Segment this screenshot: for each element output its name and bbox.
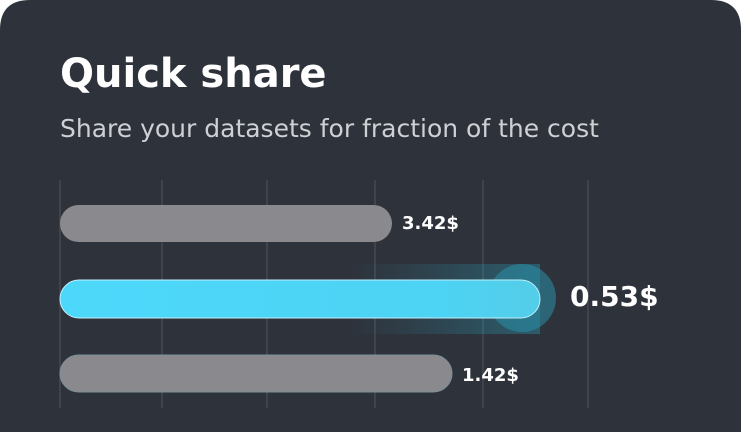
- card-title: Quick share: [60, 51, 327, 97]
- card-subtitle: Share your datasets for fraction of the …: [60, 114, 599, 143]
- price-label: 3.42$: [402, 213, 459, 234]
- price-bar: [60, 205, 392, 242]
- price-bar: [59, 354, 453, 393]
- price-label-highlight: 0.53$: [570, 280, 659, 313]
- price-bar-highlight: [59, 279, 541, 319]
- price-label: 1.42$: [462, 365, 519, 386]
